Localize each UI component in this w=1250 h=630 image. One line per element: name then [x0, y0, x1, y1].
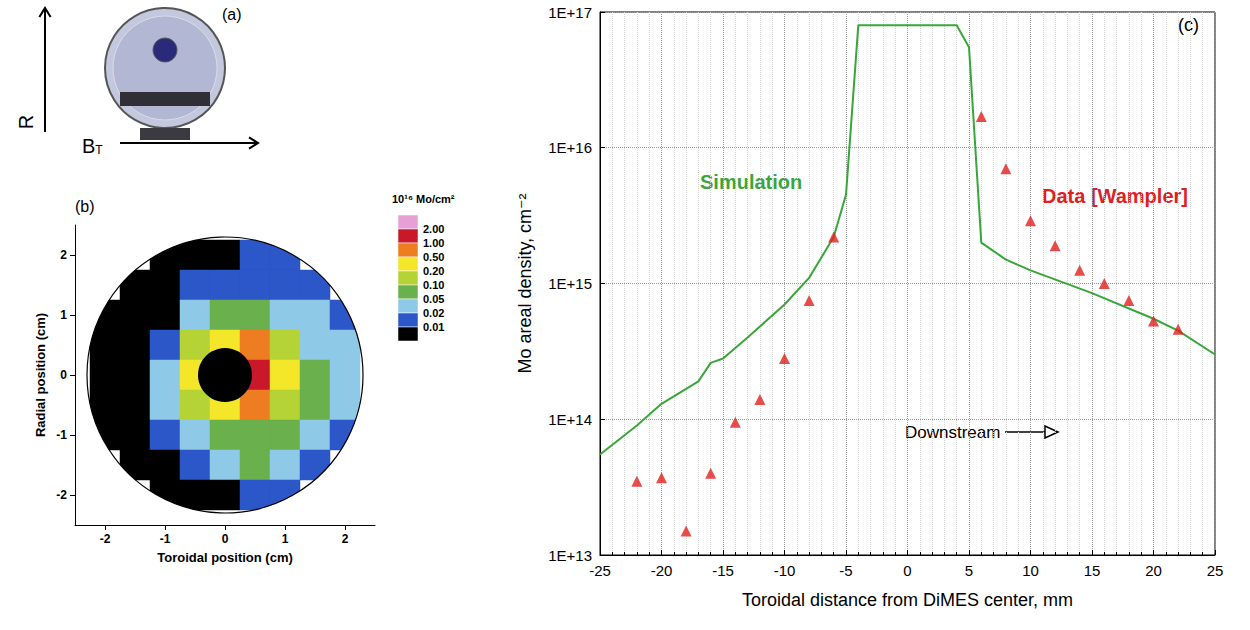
svg-text:(b): (b) — [75, 198, 95, 215]
svg-text:1E+17: 1E+17 — [548, 4, 592, 21]
svg-text:-2: -2 — [100, 532, 111, 546]
svg-text:-15: -15 — [712, 562, 734, 579]
svg-text:(c): (c) — [1178, 15, 1199, 35]
svg-text:-10: -10 — [774, 562, 796, 579]
svg-text:-1: -1 — [160, 532, 171, 546]
svg-text:1E+16: 1E+16 — [548, 139, 592, 156]
svg-text:1E+13: 1E+13 — [548, 547, 592, 564]
svg-text:(a): (a) — [222, 6, 242, 23]
svg-text:-5: -5 — [839, 562, 852, 579]
svg-text:Radial position (cm): Radial position (cm) — [33, 313, 48, 437]
svg-text:Data [Wampler]: Data [Wampler] — [1042, 185, 1188, 207]
svg-text:-20: -20 — [651, 562, 673, 579]
svg-text:T: T — [95, 143, 103, 157]
svg-text:0.05: 0.05 — [423, 293, 444, 305]
svg-text:-25: -25 — [589, 562, 611, 579]
svg-text:0.01: 0.01 — [423, 321, 444, 333]
svg-text:1E+15: 1E+15 — [548, 275, 592, 292]
svg-text:0.50: 0.50 — [423, 251, 444, 263]
svg-text:-2: -2 — [56, 488, 67, 502]
svg-text:1: 1 — [282, 532, 289, 546]
svg-text:10: 10 — [1022, 562, 1039, 579]
svg-text:1.00: 1.00 — [423, 237, 444, 249]
svg-text:Toroidal position (cm): Toroidal position (cm) — [157, 550, 293, 565]
svg-text:Mo areal density, cm⁻²: Mo areal density, cm⁻² — [515, 193, 535, 373]
svg-text:0.10: 0.10 — [423, 279, 444, 291]
svg-text:0: 0 — [222, 532, 229, 546]
svg-text:15: 15 — [1084, 562, 1101, 579]
svg-text:25: 25 — [1207, 562, 1224, 579]
svg-text:Toroidal distance from DiMES c: Toroidal distance from DiMES center, mm — [742, 590, 1073, 610]
svg-text:0: 0 — [60, 368, 67, 382]
svg-text:1: 1 — [60, 308, 67, 322]
svg-text:0.20: 0.20 — [423, 265, 444, 277]
svg-text:Downstream: Downstream — [905, 423, 1000, 442]
svg-text:1E+14: 1E+14 — [548, 411, 592, 428]
svg-text:10¹⁶ Mo/cm²: 10¹⁶ Mo/cm² — [392, 193, 455, 205]
svg-text:B: B — [82, 135, 95, 157]
svg-text:2.00: 2.00 — [423, 223, 444, 235]
svg-text:R: R — [15, 115, 37, 129]
svg-text:5: 5 — [965, 562, 973, 579]
svg-text:0: 0 — [903, 562, 911, 579]
svg-text:0.02: 0.02 — [423, 307, 444, 319]
svg-text:20: 20 — [1145, 562, 1162, 579]
svg-text:2: 2 — [342, 532, 349, 546]
svg-text:-1: -1 — [56, 428, 67, 442]
svg-text:Simulation: Simulation — [700, 171, 802, 193]
svg-text:2: 2 — [60, 248, 67, 262]
